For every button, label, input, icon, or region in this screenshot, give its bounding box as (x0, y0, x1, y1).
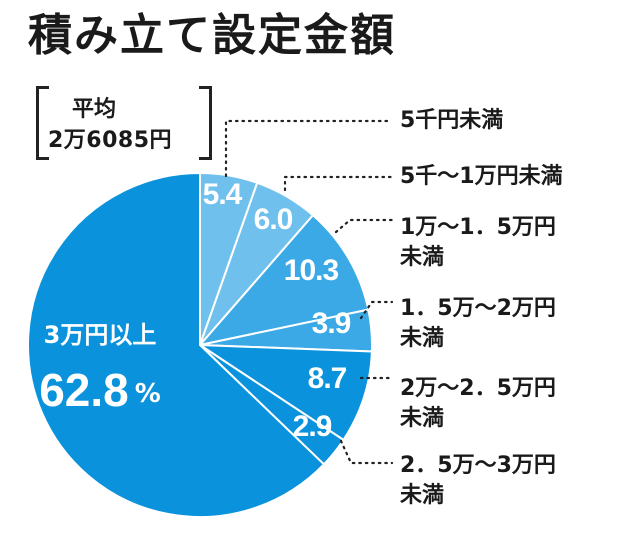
category-label: 2．5万～3万円未満 (400, 453, 556, 508)
leader-line (334, 218, 394, 234)
average-value: 2万6085円 (48, 128, 173, 153)
leader-line (283, 175, 394, 192)
bracket-right (199, 86, 212, 160)
big-slice-value-label: 62.8% (39, 364, 161, 416)
pie-slice (197, 213, 370, 347)
leader-line (359, 300, 394, 320)
category-label: 2万～2．5万円未満 (400, 376, 556, 431)
bracket-left (36, 86, 49, 160)
pie-slice (196, 343, 373, 442)
category-label: 5千円未満 (400, 107, 503, 133)
average-box: 平均 2万6085円 (36, 86, 212, 160)
slice-value-label: 10.3 (284, 254, 339, 287)
slice-value-label: 5.4 (203, 178, 243, 211)
leader-line (224, 119, 394, 178)
category-label: 5千～1万円未満 (400, 163, 563, 189)
slice-value-label: 6.0 (254, 203, 293, 236)
leader-line (339, 439, 394, 465)
big-slice-category-label: 3万円以上 (44, 321, 157, 349)
category-label: 1．5万～2万円未満 (400, 296, 556, 351)
chart-title: 積み立て設定金額 (28, 10, 396, 61)
slice-value-label: 3.9 (312, 307, 351, 340)
pie-slice (27, 171, 326, 518)
average-label: 平均 (72, 97, 117, 122)
slice-value-label: 2.9 (293, 410, 332, 443)
category-label: 1万～1．5万円未満 (400, 215, 556, 270)
slice-value-label: 8.7 (308, 362, 347, 395)
